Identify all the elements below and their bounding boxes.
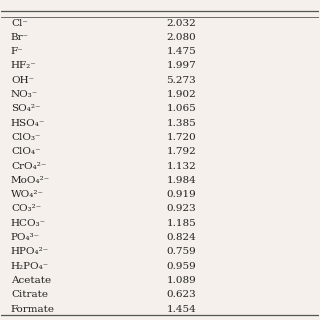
Text: CO₃²⁻: CO₃²⁻ (11, 204, 41, 213)
Text: 1.454: 1.454 (166, 305, 196, 314)
Text: 2.080: 2.080 (166, 33, 196, 42)
Text: CrO₄²⁻: CrO₄²⁻ (11, 162, 46, 171)
Text: 0.919: 0.919 (166, 190, 196, 199)
Text: HCO₃⁻: HCO₃⁻ (11, 219, 46, 228)
Text: ClO₄⁻: ClO₄⁻ (11, 147, 41, 156)
Text: 0.759: 0.759 (166, 247, 196, 256)
Text: 1.089: 1.089 (166, 276, 196, 285)
Text: ClO₃⁻: ClO₃⁻ (11, 133, 40, 142)
Text: OH⁻: OH⁻ (11, 76, 34, 85)
Text: 0.923: 0.923 (166, 204, 196, 213)
Text: NO₃⁻: NO₃⁻ (11, 90, 38, 99)
Text: WO₄²⁻: WO₄²⁻ (11, 190, 44, 199)
Text: 1.185: 1.185 (166, 219, 196, 228)
Text: PO₄³⁻: PO₄³⁻ (11, 233, 40, 242)
Text: 0.824: 0.824 (166, 233, 196, 242)
Text: 1.720: 1.720 (166, 133, 196, 142)
Text: 1.385: 1.385 (166, 119, 196, 128)
Text: Cl⁻: Cl⁻ (11, 19, 28, 28)
Text: HF₂⁻: HF₂⁻ (11, 61, 37, 70)
Text: 1.984: 1.984 (166, 176, 196, 185)
Text: 1.902: 1.902 (166, 90, 196, 99)
Text: 0.623: 0.623 (166, 290, 196, 299)
Text: SO₄²⁻: SO₄²⁻ (11, 104, 40, 113)
Text: F⁻: F⁻ (11, 47, 24, 56)
Text: Formate: Formate (11, 305, 55, 314)
Text: 5.273: 5.273 (166, 76, 196, 85)
Text: 1.132: 1.132 (166, 162, 196, 171)
Text: Acetate: Acetate (11, 276, 51, 285)
Text: Citrate: Citrate (11, 290, 48, 299)
Text: Br⁻: Br⁻ (11, 33, 29, 42)
Text: HSO₄⁻: HSO₄⁻ (11, 119, 45, 128)
Text: HPO₄²⁻: HPO₄²⁻ (11, 247, 49, 256)
Text: 1.792: 1.792 (166, 147, 196, 156)
Text: 1.065: 1.065 (166, 104, 196, 113)
Text: 0.959: 0.959 (166, 262, 196, 271)
Text: 1.997: 1.997 (166, 61, 196, 70)
Text: 2.032: 2.032 (166, 19, 196, 28)
Text: 1.475: 1.475 (166, 47, 196, 56)
Text: H₂PO₄⁻: H₂PO₄⁻ (11, 262, 49, 271)
Text: MoO₄²⁻: MoO₄²⁻ (11, 176, 50, 185)
